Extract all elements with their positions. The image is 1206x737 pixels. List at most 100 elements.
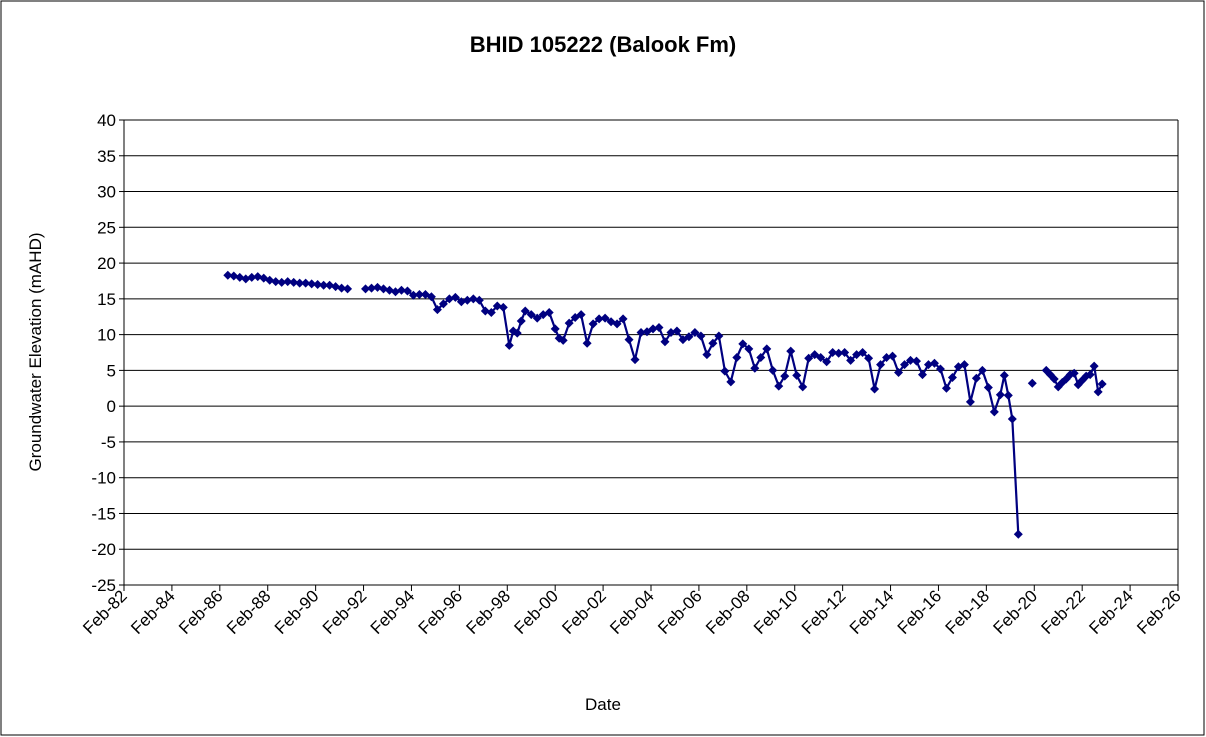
data-marker — [690, 327, 700, 337]
data-marker — [822, 357, 832, 367]
y-tick-label: 15 — [97, 290, 116, 309]
data-marker — [780, 371, 790, 381]
data-marker — [959, 360, 969, 370]
data-marker — [289, 277, 299, 287]
data-marker — [624, 335, 634, 345]
data-marker — [654, 322, 664, 332]
data-marker — [828, 348, 838, 357]
data-marker — [999, 370, 1009, 380]
data-marker — [520, 306, 530, 316]
y-tick-label: 25 — [97, 218, 116, 237]
data-marker — [313, 280, 323, 290]
data-marker — [1089, 361, 1099, 371]
data-marker — [426, 292, 436, 302]
data-marker — [666, 327, 676, 337]
data-marker — [977, 365, 987, 375]
data-marker — [876, 360, 886, 370]
data-marker — [738, 339, 748, 349]
data-marker — [576, 310, 586, 320]
data-marker — [917, 370, 927, 380]
data-marker — [462, 295, 472, 305]
data-marker — [648, 324, 658, 334]
data-marker — [444, 294, 454, 304]
data-marker — [337, 283, 347, 293]
data-marker — [367, 283, 377, 293]
data-marker — [361, 284, 371, 294]
y-tick-label: 40 — [97, 111, 116, 130]
data-marker — [373, 282, 383, 292]
data-marker — [600, 313, 610, 323]
data-marker — [702, 350, 712, 360]
data-marker — [864, 353, 874, 363]
data-marker — [295, 278, 305, 288]
data-marker — [343, 284, 353, 294]
data-marker — [271, 277, 281, 287]
data-marker — [858, 348, 868, 357]
data-marker — [612, 319, 622, 329]
data-marker — [594, 314, 604, 324]
data-marker — [438, 299, 448, 309]
data-marker — [720, 366, 730, 376]
y-tick-label: -15 — [91, 504, 116, 523]
data-marker — [277, 277, 287, 287]
y-tick-label: -25 — [91, 576, 116, 595]
data-marker — [756, 353, 766, 363]
data-marker — [504, 340, 514, 350]
data-marker — [870, 384, 880, 394]
data-marker — [474, 295, 484, 305]
data-marker — [636, 327, 646, 337]
data-marker — [390, 287, 400, 297]
y-tick-label: 35 — [97, 147, 116, 166]
data-marker — [396, 285, 406, 295]
data-marker — [911, 356, 921, 366]
data-marker — [762, 344, 772, 354]
data-marker — [947, 373, 957, 383]
data-marker — [798, 382, 808, 392]
data-marker — [265, 275, 275, 285]
data-marker — [906, 355, 916, 365]
data-marker — [319, 280, 329, 290]
data-marker — [888, 351, 898, 361]
data-marker — [630, 355, 640, 365]
data-marker — [618, 314, 628, 324]
data-marker — [768, 365, 778, 375]
y-tick-label: 30 — [97, 183, 116, 202]
data-marker — [660, 337, 670, 347]
data-marker — [480, 306, 490, 316]
data-marker — [408, 290, 418, 300]
data-marker — [1013, 529, 1023, 539]
data-marker — [414, 290, 424, 300]
data-marker — [253, 272, 263, 282]
data-marker — [744, 344, 754, 354]
data-marker — [498, 302, 508, 312]
data-marker — [468, 294, 478, 304]
data-marker — [786, 346, 796, 356]
data-marker — [1027, 378, 1037, 388]
data-marker — [331, 282, 341, 292]
data-marker — [750, 363, 760, 373]
data-marker — [1097, 379, 1107, 389]
y-tick-label: 20 — [97, 254, 116, 273]
data-marker — [983, 383, 993, 393]
data-marker — [684, 332, 694, 342]
y-tick-label: 0 — [107, 397, 116, 416]
data-marker — [1069, 368, 1079, 378]
data-marker — [283, 277, 293, 287]
data-marker — [558, 335, 568, 345]
data-marker — [325, 280, 335, 290]
data-marker — [995, 390, 1005, 400]
data-marker — [714, 331, 724, 341]
x-axis-title: Date — [585, 695, 621, 714]
data-marker — [965, 397, 975, 407]
data-marker — [544, 307, 554, 317]
data-marker — [840, 348, 850, 357]
data-marker — [1003, 390, 1013, 400]
data-marker — [846, 355, 856, 365]
data-marker — [1007, 414, 1017, 424]
data-marker — [894, 368, 904, 378]
data-marker — [726, 377, 736, 387]
data-marker — [900, 360, 910, 370]
data-marker — [432, 305, 442, 315]
